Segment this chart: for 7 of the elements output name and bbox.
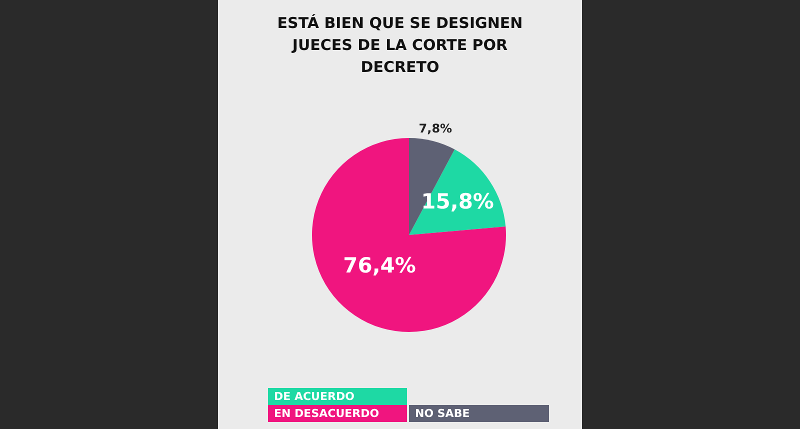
chart-title: ESTÁ BIEN QUE SE DESIGNEN JUECES DE LA CORTE POR DECRETO — [276, 13, 524, 78]
legend-label: EN DESACUERDO — [274, 405, 407, 422]
data-label: 15,8% — [421, 189, 494, 214]
legend-label: NO SABE — [415, 405, 549, 422]
data-label: 7,8% — [418, 121, 452, 136]
legend-label: DE ACUERDO — [274, 388, 407, 405]
data-label: 76,4% — [343, 254, 416, 278]
